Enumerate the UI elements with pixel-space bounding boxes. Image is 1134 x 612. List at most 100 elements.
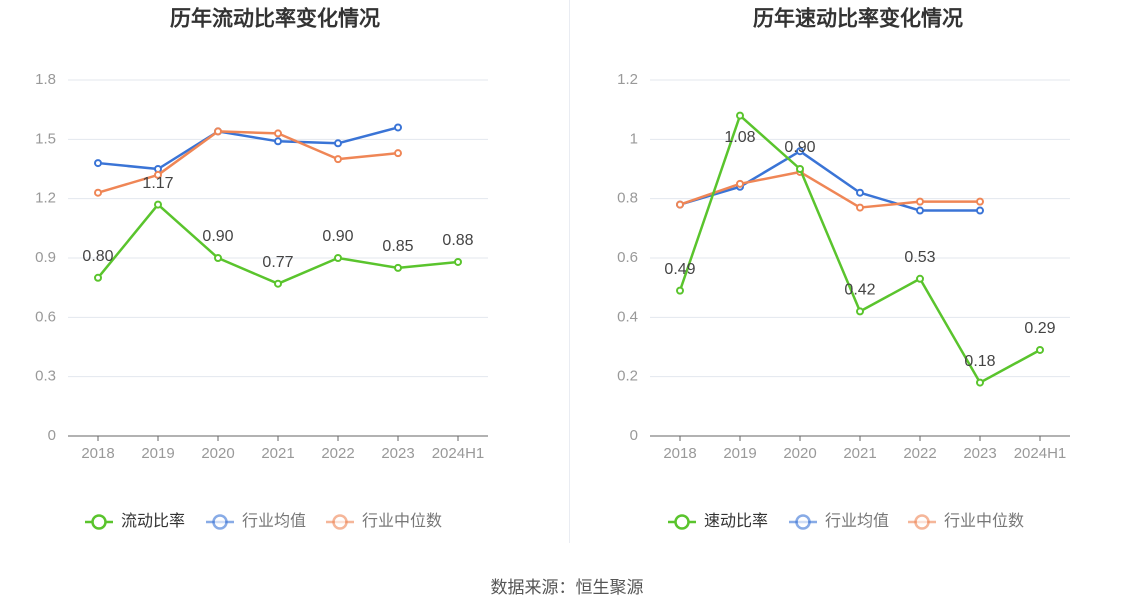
y-tick-label: 0.6	[617, 249, 638, 266]
x-tick-label: 2018	[81, 445, 114, 462]
data-point-main[interactable]	[274, 279, 282, 288]
data-point-median[interactable]	[676, 200, 684, 209]
chart-title: 历年速动比率变化情况	[753, 7, 963, 31]
y-tick-label: 0.2	[617, 368, 638, 385]
data-label: 0.42	[844, 282, 875, 299]
y-tick-label: 0.3	[35, 368, 56, 385]
series-line-avg	[97, 126, 399, 171]
legend-label: 速动比率	[704, 512, 768, 530]
data-point-median[interactable]	[274, 129, 282, 138]
data-point-main[interactable]	[214, 254, 222, 262]
chart-divider	[569, 0, 570, 543]
data-label: 0.53	[904, 249, 935, 266]
y-tick-label: 1.2	[35, 190, 56, 207]
y-tick-label: 1	[630, 130, 638, 147]
data-point-main[interactable]	[676, 286, 684, 295]
data-point-median[interactable]	[334, 155, 342, 164]
legend-item-avg[interactable]: 行业均值	[789, 512, 889, 530]
data-point-main[interactable]	[796, 165, 804, 173]
x-tick-label: 2019	[723, 445, 756, 462]
data-point-avg[interactable]	[916, 206, 924, 215]
data-point-main[interactable]	[334, 254, 342, 262]
charts-canvas: 历年流动比率变化情况 0 0.3 0.6 0.9 1.2 1.5 1.8 2018 2019 202…	[35, 7, 1070, 530]
data-label: 0.49	[664, 261, 695, 278]
legend-marker-icon	[795, 514, 811, 530]
data-point-median[interactable]	[976, 197, 984, 206]
data-label: 0.80	[82, 248, 113, 265]
data-label: 0.18	[964, 353, 995, 370]
legend-marker-icon	[212, 514, 228, 530]
data-point-avg[interactable]	[796, 147, 804, 156]
data-point-median[interactable]	[394, 149, 402, 158]
data-point-main[interactable]	[976, 378, 984, 387]
data-point-avg[interactable]	[274, 137, 282, 146]
x-tick-label: 2023	[963, 445, 996, 462]
data-label: 1.08	[724, 129, 755, 146]
data-point-main[interactable]	[94, 273, 102, 282]
data-source-note: 数据来源：恒生聚源	[490, 578, 644, 597]
x-tick-label: 2023	[381, 445, 414, 462]
x-tick-label: 2021	[843, 445, 876, 462]
data-point-main[interactable]	[736, 111, 744, 120]
x-tick-label: 2019	[141, 445, 174, 462]
legend-label: 行业均值	[242, 512, 306, 530]
legend-label: 行业均值	[825, 512, 889, 530]
chart-1: 历年流动比率变化情况 0 0.3 0.6 0.9 1.2 1.5 1.8 2018 2019 202…	[35, 7, 488, 530]
series-line-main	[678, 114, 1041, 384]
legend-item-median[interactable]: 行业中位数	[908, 512, 1024, 530]
x-tick-label: 2022	[903, 445, 936, 462]
y-tick-label: 0.4	[617, 308, 638, 325]
legend-item-median[interactable]: 行业中位数	[326, 512, 442, 530]
x-tick-label: 2022	[321, 445, 354, 462]
legend-item-main[interactable]: 速动比率	[668, 512, 768, 530]
data-label: 0.88	[442, 232, 473, 249]
data-point-avg[interactable]	[394, 123, 402, 132]
series-line-median	[679, 170, 980, 209]
x-tick-label: 2020	[201, 445, 234, 462]
data-point-avg[interactable]	[334, 139, 342, 148]
data-point-main[interactable]	[394, 263, 402, 272]
y-tick-label: 0.8	[617, 190, 638, 207]
y-tick-label: 1.2	[617, 71, 638, 88]
data-label: 1.17	[142, 175, 173, 192]
data-point-main[interactable]	[1036, 345, 1044, 354]
data-point-main[interactable]	[454, 257, 462, 266]
legend-label: 流动比率	[121, 512, 185, 530]
data-point-avg[interactable]	[856, 188, 864, 197]
chart-2: 历年速动比率变化情况 0 0.2 0.4 0.6 0.8 1 1.2 2018 2019 2020 2…	[617, 7, 1070, 530]
data-label: 0.90	[784, 139, 815, 156]
data-point-median[interactable]	[214, 127, 222, 136]
x-tick-label: 2020	[783, 445, 816, 462]
data-label: 0.90	[202, 228, 233, 245]
data-point-main[interactable]	[856, 307, 864, 316]
chart-title: 历年流动比率变化情况	[170, 7, 380, 31]
legend-item-main[interactable]: 流动比率	[85, 512, 185, 530]
series-line-median	[97, 130, 399, 194]
y-tick-label: 0.9	[35, 249, 56, 266]
legend-marker-icon	[91, 514, 107, 530]
data-point-median[interactable]	[856, 203, 864, 212]
legend-label: 行业中位数	[362, 512, 442, 530]
data-label: 0.85	[382, 238, 413, 255]
x-tick-label: 2021	[261, 445, 294, 462]
data-point-avg[interactable]	[976, 206, 984, 215]
legend-marker-icon	[674, 514, 690, 530]
y-tick-label: 0.6	[35, 308, 56, 325]
series-line-avg	[679, 149, 980, 212]
data-label: 0.90	[322, 228, 353, 245]
legend-item-avg[interactable]: 行业均值	[206, 512, 306, 530]
data-point-median[interactable]	[736, 179, 744, 188]
data-point-median[interactable]	[154, 170, 162, 179]
data-point-median[interactable]	[94, 188, 102, 197]
data-point-main[interactable]	[916, 274, 924, 283]
y-tick-label: 1.5	[35, 130, 56, 147]
y-tick-label: 0	[48, 427, 56, 444]
data-point-median[interactable]	[916, 197, 924, 206]
data-label: 0.77	[262, 254, 293, 271]
data-point-avg[interactable]	[94, 159, 102, 168]
x-tick-label: 2018	[663, 445, 696, 462]
legend-marker-icon	[332, 514, 348, 530]
data-point-main[interactable]	[154, 200, 162, 209]
legend-label: 行业中位数	[944, 512, 1024, 530]
data-label: 0.29	[1024, 320, 1055, 337]
